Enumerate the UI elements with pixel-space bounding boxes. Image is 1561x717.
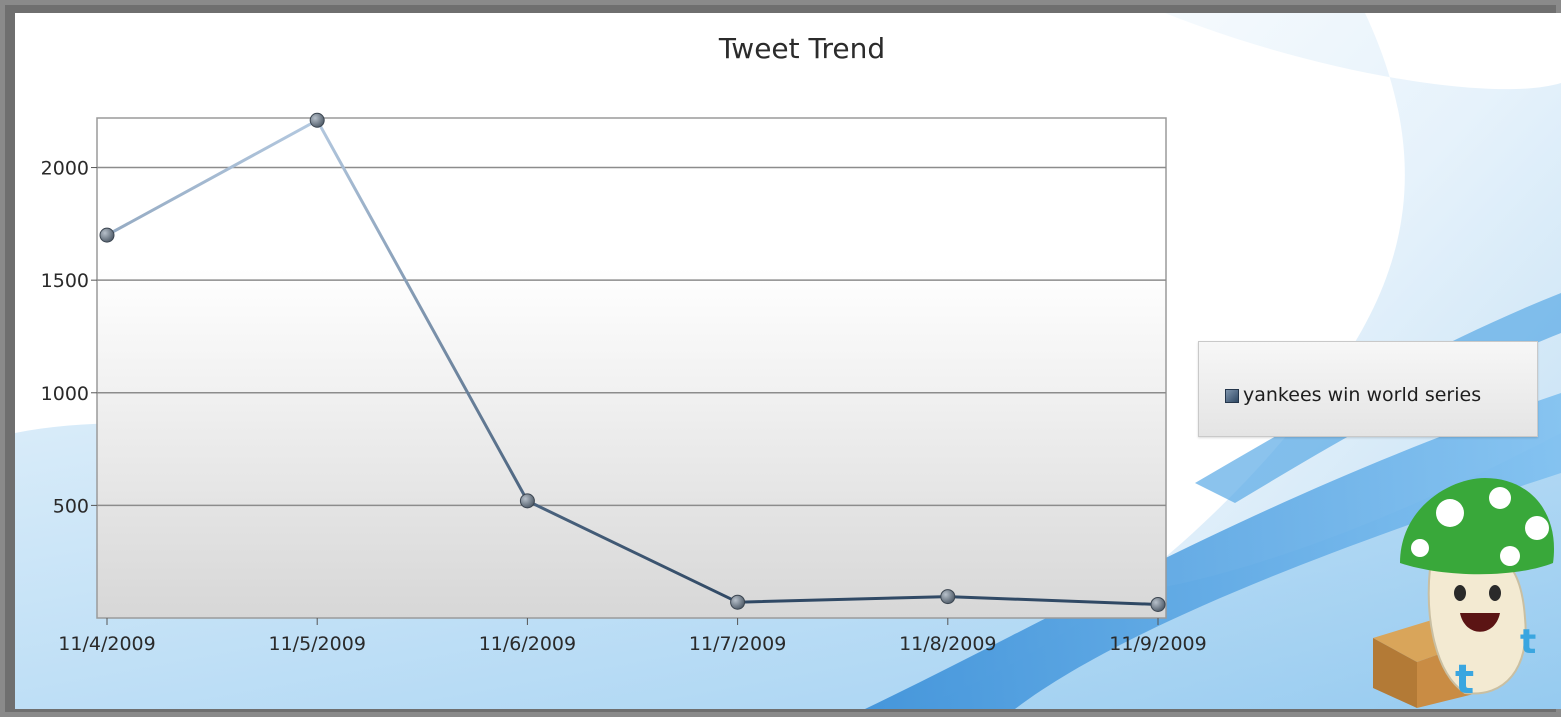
data-point[interactable] <box>940 589 956 605</box>
y-tick-label: 500 <box>53 495 89 517</box>
chart-title: Tweet Trend <box>718 32 885 65</box>
x-tick-label: 11/8/2009 <box>899 633 996 655</box>
data-point[interactable] <box>99 227 115 243</box>
legend-series-label: yankees win world series <box>1243 384 1482 406</box>
x-tick-label: 11/6/2009 <box>479 633 576 655</box>
outer-frame: Tweet Trend 500 1000 1500 2000 11/4/2009 11/… <box>5 5 1561 712</box>
svg-text:t: t <box>1455 657 1474 703</box>
x-tick-label: 11/9/2009 <box>1109 633 1206 655</box>
y-tick-label: 1500 <box>41 270 89 292</box>
data-point[interactable] <box>519 493 535 509</box>
y-tick-label: 2000 <box>41 158 89 180</box>
x-tick-label: 11/7/2009 <box>689 633 786 655</box>
chart-legend: yankees win world series <box>1198 341 1538 437</box>
x-tick-label: 11/4/2009 <box>58 633 155 655</box>
y-tick-label: 1000 <box>41 383 89 405</box>
data-point[interactable] <box>309 112 325 128</box>
mushroom-mascot-icon: t t <box>1373 478 1555 708</box>
legend-swatch <box>1225 389 1239 403</box>
line-chart: Tweet Trend 500 1000 1500 2000 11/4/2009 11/… <box>41 32 1207 655</box>
svg-text:t: t <box>1520 622 1536 662</box>
data-point[interactable] <box>1150 596 1166 612</box>
series-line <box>106 118 1159 606</box>
x-tick-label: 11/5/2009 <box>268 633 365 655</box>
plot-area <box>96 117 1167 619</box>
chart-window: Tweet Trend 500 1000 1500 2000 11/4/2009 11/… <box>15 13 1561 709</box>
data-point[interactable] <box>730 594 746 610</box>
